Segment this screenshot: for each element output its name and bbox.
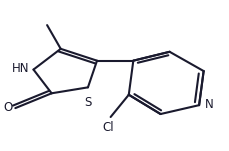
Text: HN: HN: [11, 62, 29, 75]
Text: S: S: [84, 96, 91, 109]
Text: N: N: [204, 98, 213, 111]
Text: Cl: Cl: [102, 121, 114, 134]
Text: O: O: [4, 101, 13, 114]
